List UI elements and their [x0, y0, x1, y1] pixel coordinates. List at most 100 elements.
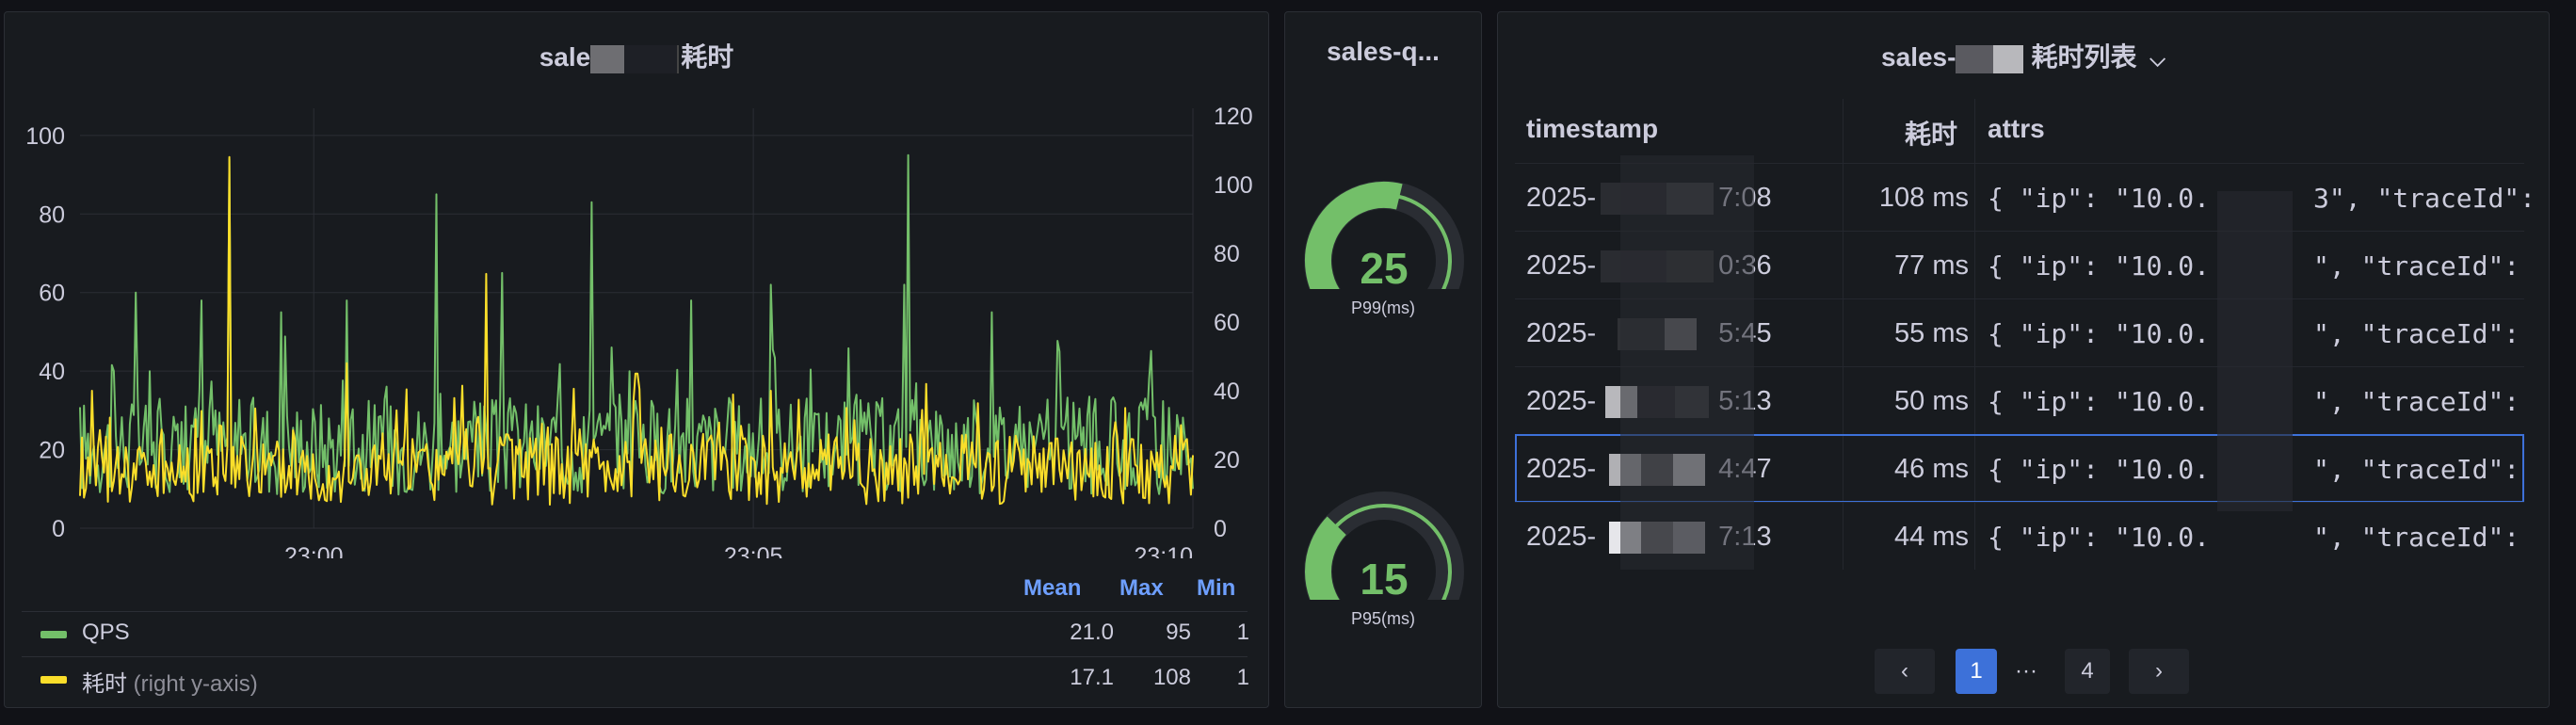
series-line-latency[interactable]	[79, 155, 1194, 506]
chevron-down-icon[interactable]: ⌵	[2149, 47, 2165, 71]
legend-min: 1	[1236, 665, 1249, 690]
prev-page-button[interactable]: ‹	[1875, 649, 1935, 694]
redacted-block	[677, 44, 680, 73]
legend-mean: 21.0	[1070, 620, 1114, 645]
column-divider	[1974, 99, 1975, 570]
legend-row-qps[interactable]: QPS 21.0 95 1	[22, 611, 1249, 655]
gauge-label-p99: P99(ms)	[1350, 298, 1415, 317]
attrs-start: { "ip": "10.0.	[1988, 318, 2211, 349]
y-right-tick-label: 60	[1214, 310, 1240, 336]
redacted-block	[590, 44, 625, 73]
attrs-start: { "ip": "10.0.	[1988, 454, 2211, 485]
chart-panel: sale 耗时 0 20 40 60 80 100 0 20 40 60 80 100 120 23:00 2…	[4, 11, 1269, 708]
y-left-tick-label: 80	[39, 201, 65, 228]
chart-title-suffix: 耗时	[681, 42, 734, 72]
table-row[interactable]: 2025-5:1350 ms{ "ip": "10.0.", "traceId"…	[1515, 366, 2524, 435]
y-left-tick-label: 60	[39, 281, 65, 307]
gauge-value: 15	[1360, 555, 1408, 600]
legend-name: QPS	[82, 620, 130, 645]
attrs-end: ", "traceId":	[2313, 386, 2520, 417]
cell-attrs: { "ip": "10.0. 3", "traceId":	[1988, 183, 2536, 214]
y-left-tick-label: 20	[39, 438, 65, 464]
chart-title-prefix: sale	[539, 42, 591, 72]
x-tick-label: 23:00	[284, 543, 344, 558]
y-right-tick-label: 100	[1214, 172, 1253, 199]
cell-latency: 108 ms	[1878, 183, 1969, 213]
table-panel-title[interactable]: sales- 耗时列表 ⌵	[1498, 37, 2549, 74]
legend-min: 1	[1236, 620, 1249, 645]
timeseries-chart[interactable]: 0 20 40 60 80 100 0 20 40 60 80 100 120 23:00 23:05 23:…	[5, 12, 1269, 558]
attrs-start: { "ip": "10.0.	[1988, 250, 2211, 282]
timestamp-start: 2025-	[1526, 386, 1597, 416]
column-header-attrs[interactable]: attrs	[1988, 114, 2045, 143]
cell-attrs: { "ip": "10.0. ", "traceId":	[1988, 454, 2520, 485]
next-page-button[interactable]: ›	[2129, 649, 2189, 694]
cell-latency: 44 ms	[1894, 522, 1969, 552]
legend-max: 95	[1166, 620, 1191, 645]
redacted-block	[624, 44, 678, 73]
legend-mean: 17.1	[1070, 665, 1114, 690]
attrs-end: ", "traceId":	[2313, 522, 2520, 553]
y-right-tick-label: 120	[1214, 104, 1253, 130]
legend-max: 108	[1152, 665, 1191, 690]
series-line-qps[interactable]	[79, 153, 1194, 496]
redacted-column	[1620, 155, 1754, 570]
page-4-button[interactable]: 4	[2065, 649, 2110, 694]
legend-swatch-qps	[40, 631, 67, 638]
cell-latency: 46 ms	[1894, 454, 1969, 484]
pagination-ellipsis: ···	[2015, 658, 2037, 684]
legend-name: 耗时 (right y-axis)	[82, 665, 258, 698]
timestamp-start: 2025-	[1526, 454, 1597, 484]
x-tick-label: 23:05	[724, 543, 783, 558]
redacted-column	[2217, 191, 2293, 511]
legend-axis-note: (right y-axis)	[133, 671, 258, 697]
attrs-end: ", "traceId":	[2313, 250, 2520, 282]
redacted-block	[1993, 44, 2024, 73]
cell-attrs: { "ip": "10.0. ", "traceId":	[1988, 318, 2520, 349]
attrs-start: { "ip": "10.0.	[1988, 386, 2211, 417]
gauge-label-p95: P95(ms)	[1350, 609, 1415, 628]
table-panel: sales-耗时列表 ⌵ timestamp 耗时 attrs 2025-7:0…	[1497, 11, 2550, 708]
cell-latency: 50 ms	[1894, 386, 1969, 416]
timestamp-start: 2025-	[1526, 183, 1597, 213]
gauge-panel-title[interactable]: sales-q...	[1327, 37, 1440, 66]
timestamp-start: 2025-	[1526, 250, 1597, 281]
legend-header-max[interactable]: Max	[1119, 575, 1164, 601]
page-1-button[interactable]: 1	[1956, 649, 1997, 694]
gauge-p95: 15	[1304, 491, 1464, 600]
gauge-fill	[1305, 516, 1347, 600]
timestamp-start: 2025-	[1526, 522, 1597, 552]
table-title-suffix: 耗时列表	[2031, 42, 2137, 72]
legend-row-latency[interactable]: 耗时 (right y-axis) 17.1 108 1	[22, 656, 1249, 701]
cell-attrs: { "ip": "10.0. ", "traceId":	[1988, 386, 2520, 417]
attrs-start: { "ip": "10.0.	[1988, 183, 2211, 214]
x-tick-label: 23:10	[1134, 543, 1193, 558]
attrs-start: { "ip": "10.0.	[1988, 522, 2211, 553]
y-left-tick-label: 100	[25, 123, 65, 150]
chart-panel-title[interactable]: sale 耗时	[5, 37, 1268, 74]
y-right-tick-label: 80	[1214, 241, 1240, 267]
cell-latency: 55 ms	[1894, 318, 1969, 348]
cell-latency: 77 ms	[1894, 250, 1969, 281]
gauge-p99: 25	[1304, 181, 1464, 289]
y-left-tick-label: 40	[39, 359, 65, 385]
attrs-end: 3", "traceId":	[2313, 183, 2536, 214]
legend-header-mean[interactable]: Mean	[1023, 575, 1082, 601]
gauge-fill	[1305, 182, 1403, 289]
timestamp-start: 2025-	[1526, 318, 1597, 348]
legend-swatch-latency	[40, 676, 67, 684]
cell-attrs: { "ip": "10.0. ", "traceId":	[1988, 250, 2520, 282]
y-right-tick-label: 20	[1214, 447, 1240, 474]
legend-name-text: 耗时	[82, 671, 127, 697]
table-title-prefix: sales-	[1881, 42, 1956, 72]
column-header-latency[interactable]: 耗时	[1905, 120, 1958, 149]
attrs-end: ", "traceId":	[2313, 318, 2520, 349]
redacted-block	[1956, 44, 1994, 73]
gauge-panel: sales-q... 25 P99(ms) 15 P95(ms)	[1284, 11, 1482, 708]
y-right-tick-label: 40	[1214, 379, 1240, 405]
y-right-tick-label: 0	[1214, 516, 1227, 542]
column-header-timestamp[interactable]: timestamp	[1526, 114, 1659, 143]
attrs-end: ", "traceId":	[2313, 454, 2520, 485]
legend-header-min[interactable]: Min	[1197, 575, 1236, 601]
y-left-tick-label: 0	[52, 516, 65, 542]
